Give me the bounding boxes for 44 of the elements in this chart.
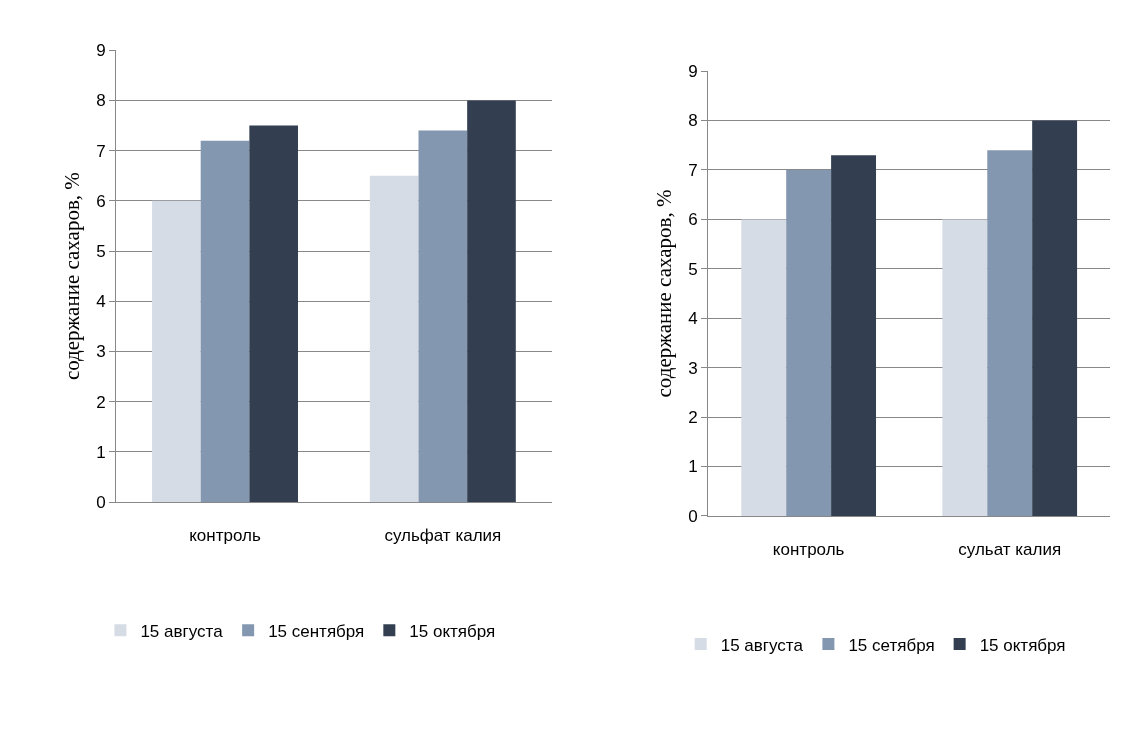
x-tick-label: контроль [772, 540, 845, 560]
y-axis-title: содержание сахаров, % [60, 172, 85, 381]
y-tick-label: 6 [96, 191, 106, 211]
y-tick-label: 1 [688, 457, 698, 477]
bar [831, 155, 877, 516]
y-tick-label: 5 [96, 242, 106, 262]
bar [741, 219, 787, 516]
y-tick-label: 8 [688, 111, 698, 131]
y-tick-label: 2 [688, 408, 698, 428]
x-tick-label: контроль [189, 526, 261, 546]
bar [467, 100, 516, 503]
y-tick-label: 0 [688, 506, 698, 526]
bar [249, 125, 298, 503]
legend-label: 15 октября [979, 635, 1066, 655]
bar [152, 200, 201, 503]
bar [418, 130, 468, 503]
legend-label: 15 сентября [268, 621, 365, 641]
y-tick-label: 6 [688, 210, 698, 230]
y-tick-label: 5 [688, 259, 698, 279]
legend-label: 15 октября [409, 621, 496, 641]
y-tick-label: 2 [96, 392, 106, 412]
y-tick-label: 7 [688, 160, 698, 180]
y-axis-title: содержание сахаров, % [652, 189, 677, 398]
y-tick-label: 4 [96, 292, 106, 312]
x-tick-label: сульфат калия [384, 526, 502, 546]
bar [1032, 120, 1078, 516]
y-tick-label: 3 [96, 342, 106, 362]
bar [942, 219, 988, 516]
y-tick-label: 0 [96, 492, 106, 512]
bar [369, 175, 419, 503]
x-tick-label: сульат калия [958, 540, 1062, 560]
y-tick-label: 8 [96, 91, 106, 111]
bar [200, 140, 250, 503]
y-tick-label: 7 [96, 141, 106, 161]
legend-label: 15 сетября [848, 635, 935, 655]
y-tick-label: 9 [688, 62, 698, 82]
y-tick-label: 3 [688, 358, 698, 378]
y-tick-label: 1 [96, 442, 106, 462]
legend-label: 15 августа [720, 635, 804, 655]
bar [987, 150, 1033, 516]
y-tick-label: 4 [688, 309, 698, 329]
y-tick-label: 9 [96, 41, 106, 61]
bar [786, 169, 832, 516]
legend-label: 15 августа [140, 621, 224, 641]
